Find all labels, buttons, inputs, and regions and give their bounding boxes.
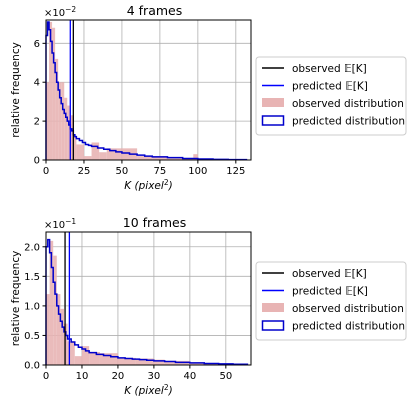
x-axis-label: K (pixel2) xyxy=(124,178,172,192)
axes-frame xyxy=(45,19,252,161)
observed-bar xyxy=(64,97,68,160)
predicted-distribution-step xyxy=(45,21,248,161)
x-tick-label: 125 xyxy=(226,166,245,177)
observed-bar xyxy=(189,363,208,365)
observed-bar xyxy=(117,357,136,365)
chart-panel-2: 0 10 20 30 40 50 0.0 0.5 1.0 1.5 2.0 ×10−1 10 frames… xyxy=(10,215,407,397)
legend-label: observed distribution xyxy=(292,98,404,110)
observed-bar xyxy=(99,152,107,160)
legend-label: predicted 𝔼[K] xyxy=(292,81,368,93)
observed-bar xyxy=(58,82,62,160)
observed-bar xyxy=(99,353,118,365)
observed-bar xyxy=(53,255,57,365)
chart-panel-1: 0 25 50 75 100 125 0 2 4 6 ×10−2 4 frames K (pixel2)… xyxy=(10,3,407,192)
chart-title: 10 frames xyxy=(123,215,186,230)
observed-bar xyxy=(61,82,65,160)
observed-bar xyxy=(153,359,165,365)
observed-bar xyxy=(70,115,74,160)
legend-box xyxy=(255,261,407,341)
observed-bar xyxy=(207,363,226,365)
observed-bar xyxy=(91,142,100,160)
y-tick-label: 6 xyxy=(34,39,40,50)
x-tick-label: 25 xyxy=(78,166,91,177)
x-tick-label: 75 xyxy=(154,166,167,177)
observed-bar xyxy=(56,294,61,365)
axis-scale-offset: ×10−2 xyxy=(44,5,76,19)
observed-bar xyxy=(67,341,75,365)
y-tick-label: 2.0 xyxy=(24,242,40,253)
legend-label: observed 𝔼[K] xyxy=(292,268,367,280)
observed-bar xyxy=(152,156,168,160)
legend-observed-dist-swatch xyxy=(262,303,284,312)
x-tick-label: 50 xyxy=(219,371,232,382)
y-tick-label: 0.0 xyxy=(24,361,40,372)
observed-bar xyxy=(137,156,153,160)
observed-bar xyxy=(167,158,183,160)
observed-bar xyxy=(63,323,68,365)
legend-label: observed distribution xyxy=(292,303,404,315)
x-axis-label: K (pixel2) xyxy=(124,383,172,397)
legend: observed 𝔼[K] predicted 𝔼[K] observed dist… xyxy=(255,261,407,341)
chart-title: 4 frames xyxy=(127,3,183,18)
legend-label: predicted 𝔼[K] xyxy=(292,286,368,298)
observed-bar xyxy=(83,156,92,160)
observed-bar xyxy=(106,148,122,160)
y-tick-label: 0 xyxy=(34,156,40,167)
observed-bar xyxy=(182,158,194,160)
axes-frame xyxy=(45,231,252,366)
observed-bar xyxy=(52,27,56,161)
legend-observed-dist-swatch xyxy=(262,98,284,107)
x-tick-label: 0 xyxy=(43,166,49,177)
observed-bar xyxy=(81,346,90,365)
observed-bar xyxy=(46,294,50,365)
observed-bar xyxy=(89,351,100,365)
legend-label: observed 𝔼[K] xyxy=(292,63,367,75)
y-tick-label: 1.0 xyxy=(24,301,40,312)
x-tick-label: 10 xyxy=(76,371,89,382)
observed-bar xyxy=(49,21,53,161)
observed-bar xyxy=(55,58,59,161)
y-axis-label: relative frequency xyxy=(10,251,22,347)
legend-label: predicted distribution xyxy=(292,116,405,128)
y-tick-label: 4 xyxy=(34,78,40,89)
observed-bar xyxy=(67,105,71,160)
y-tick-label: 0.5 xyxy=(24,331,40,342)
observed-bar xyxy=(135,358,154,365)
observed-bar xyxy=(73,136,77,160)
x-tick-label: 50 xyxy=(116,166,129,177)
observed-bar xyxy=(193,154,198,160)
x-tick-label: 20 xyxy=(112,371,125,382)
legend-box xyxy=(255,56,407,136)
legend: observed 𝔼[K] predicted 𝔼[K] observed dist… xyxy=(255,56,407,136)
observed-distribution-bars xyxy=(46,21,244,161)
axis-scale-offset: ×10−1 xyxy=(44,217,76,231)
observed-distribution-bars xyxy=(46,240,244,365)
legend-label: predicted distribution xyxy=(292,321,405,333)
x-tick-label: 30 xyxy=(148,371,161,382)
y-tick-label: 1.5 xyxy=(24,272,40,283)
observed-bar xyxy=(49,240,54,365)
x-tick-label: 100 xyxy=(188,166,207,177)
legend-predicted-dist-swatch xyxy=(261,115,285,126)
x-tick-label: 0 xyxy=(43,371,49,382)
y-tick-label: 2 xyxy=(34,117,40,128)
y-axis-label: relative frequency xyxy=(10,42,22,138)
legend-predicted-dist-swatch xyxy=(261,320,285,331)
predicted-distribution-step xyxy=(45,238,249,366)
x-tick-label: 40 xyxy=(183,371,196,382)
observed-bar xyxy=(46,82,50,160)
observed-bar xyxy=(60,308,64,365)
observed-bar xyxy=(76,144,84,160)
observed-bar xyxy=(74,356,82,365)
